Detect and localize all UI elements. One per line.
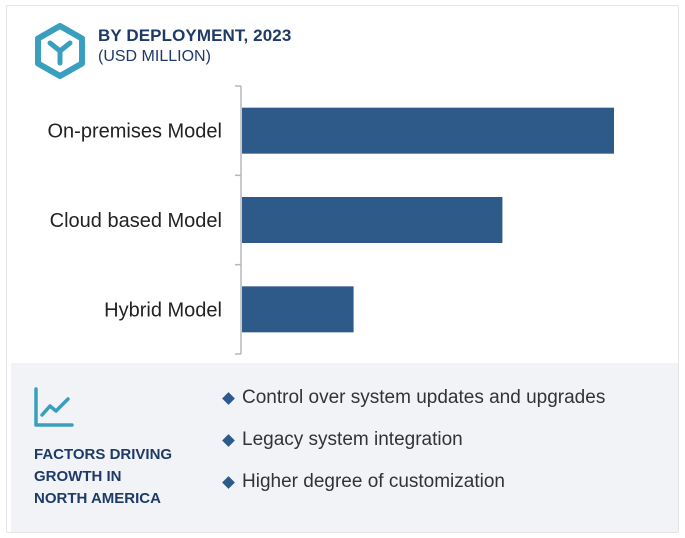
factor-text: Legacy system integration: [242, 429, 463, 450]
factors-list: Control over system updates and upgrades…: [221, 387, 605, 513]
diamond-bullet-icon: [222, 433, 235, 447]
bar: [242, 107, 614, 154]
factor-item: Control over system updates and upgrades: [221, 387, 605, 409]
category-label: Cloud based Model: [50, 210, 222, 232]
factor-text: Control over system updates and upgrades: [242, 387, 606, 408]
factors-title-line: FACTORS DRIVING: [34, 446, 173, 463]
bar: [242, 286, 354, 333]
trend-line-icon: [34, 387, 74, 427]
factor-item: Higher degree of customization: [221, 471, 605, 493]
hexagon-y-logo-icon: [35, 23, 85, 79]
bar-chart: On-premises Model Cloud based Model Hybrid…: [47, 85, 614, 355]
factor-item: Legacy system integration: [221, 429, 605, 451]
category-label: Hybrid Model: [104, 299, 222, 321]
factors-title-line: GROWTH IN: [34, 468, 122, 485]
factors-panel: FACTORS DRIVING GROWTH IN NORTH AMERICA …: [11, 363, 678, 532]
factors-title-line: NORTH AMERICA: [34, 490, 161, 507]
factor-text: Higher degree of customization: [242, 471, 505, 492]
chart-subtitle: (USD MILLION): [98, 48, 211, 65]
bar: [242, 197, 503, 243]
diamond-bullet-icon: [222, 391, 235, 405]
chart-title: BY DEPLOYMENT, 2023: [98, 26, 292, 45]
category-label: On-premises Model: [47, 121, 222, 143]
infographic-card: BY DEPLOYMENT, 2023 (USD MILLION) On-pre…: [6, 5, 679, 533]
factors-title: FACTORS DRIVING GROWTH IN NORTH AMERICA: [34, 444, 204, 510]
diamond-bullet-icon: [222, 475, 235, 489]
